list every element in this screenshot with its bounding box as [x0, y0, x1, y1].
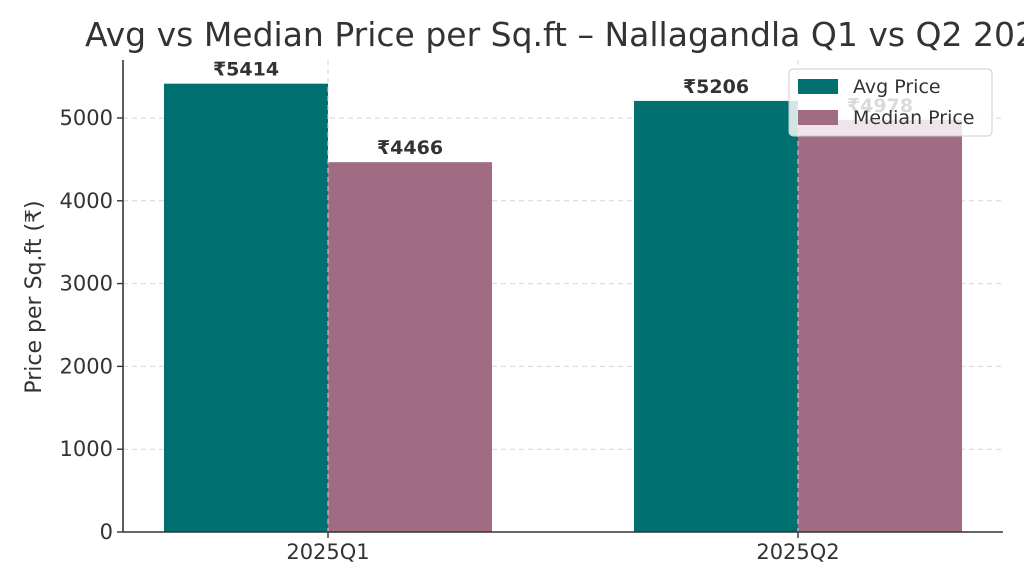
y-tick-label: 2000 [60, 354, 113, 378]
axes: 0 1000 2000 3000 4000 5000 2025Q1 2025Q2 [60, 60, 1003, 564]
y-tick-label: 1000 [60, 437, 113, 461]
legend-swatch [798, 110, 838, 125]
legend-swatch [798, 79, 838, 94]
y-tick-label: 3000 [60, 272, 113, 296]
data-label: ₹4466 [377, 137, 443, 159]
bar-avg-price [164, 83, 328, 533]
y-axis-label: Price per Sq.ft (₹) [22, 200, 47, 393]
bar-avg-price [634, 100, 798, 532]
y-tick-label: 5000 [60, 106, 113, 130]
bar-median-price [328, 162, 492, 533]
legend-box [788, 68, 993, 137]
vertical-gridlines [327, 60, 799, 532]
legend-label: Avg Price [853, 76, 941, 98]
bar-median-price [798, 119, 962, 532]
data-label: ₹5206 [683, 76, 749, 98]
data-label: ₹5414 [213, 59, 279, 81]
y-tick-label: 4000 [60, 189, 113, 213]
y-tick-label: 0 [100, 520, 113, 544]
bars [164, 83, 962, 533]
legend: Avg Price Median Price [788, 68, 993, 137]
x-tick-label: 2025Q1 [286, 540, 369, 564]
x-tick-label: 2025Q2 [756, 540, 839, 564]
legend-label: Median Price [853, 107, 975, 129]
chart-title: Avg vs Median Price per Sq.ft – Nallagan… [85, 15, 1024, 54]
